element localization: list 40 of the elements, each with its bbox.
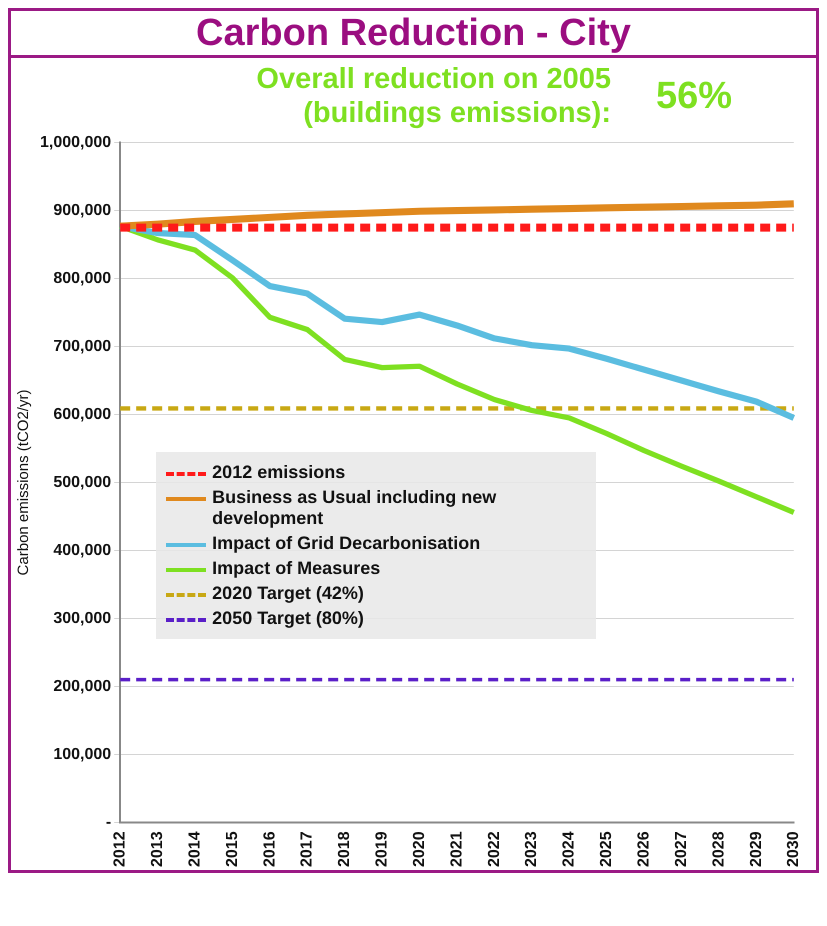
x-tick-label: 2023 (523, 831, 540, 867)
x-tick-label: 2028 (710, 831, 728, 867)
y-tick-label: 800,000 (53, 270, 112, 287)
x-tick-label: 2025 (598, 831, 616, 867)
x-tick-label: 2030 (785, 831, 802, 867)
x-tick-label: 2012 (112, 831, 129, 867)
legend-label: Impact of Measures (212, 558, 380, 579)
text: 56% (656, 74, 732, 118)
chart-title: Carbon Reduction - City (11, 11, 816, 58)
legend-label: 2012 emissions (212, 462, 346, 483)
y-tick-label: 600,000 (53, 406, 112, 423)
x-tick-label: 2021 (448, 831, 466, 867)
chart-subtitle: Overall reduction on 2005 (buildings emissions): (255, 62, 611, 130)
x-tick-label: 2022 (486, 831, 503, 867)
x-tick-label: 2015 (224, 831, 241, 867)
legend-label: Business as Usual including new development (212, 486, 498, 529)
y-axis-title: Carbon emissions (tCO2/yr) (15, 390, 32, 576)
x-tick-label: 2017 (298, 831, 316, 867)
legend-label: Impact of Grid Decarbonisation (212, 532, 480, 554)
y-tick-label: - (106, 814, 112, 831)
y-tick-label: 500,000 (53, 474, 112, 491)
legend-label: 2050 Target (80%) (212, 608, 364, 629)
x-tick-label: 2024 (560, 831, 578, 867)
x-tick-label: 2027 (672, 831, 690, 867)
x-tick-label: 2029 (748, 831, 765, 867)
y-tick-label: 700,000 (53, 338, 112, 355)
y-tick-label: 200,000 (53, 678, 112, 695)
y-tick-label: 900,000 (53, 202, 112, 219)
y-tick-label: 400,000 (53, 542, 112, 559)
x-tick-label: 2014 (186, 831, 204, 867)
x-tick-label: 2018 (336, 831, 354, 867)
x-tick-label: 2020 (410, 831, 428, 867)
x-tick-label: 2026 (636, 831, 653, 867)
x-tick-label: 2019 (374, 831, 391, 867)
x-tick-label: 2016 (261, 831, 278, 867)
x-tick-label: 2013 (149, 831, 166, 867)
y-tick-label: 300,000 (53, 610, 112, 627)
y-tick-label: 1,000,000 (40, 134, 112, 152)
legend-label: 2020 Target (42%) (212, 582, 364, 604)
y-tick-label: 100,000 (53, 746, 112, 763)
